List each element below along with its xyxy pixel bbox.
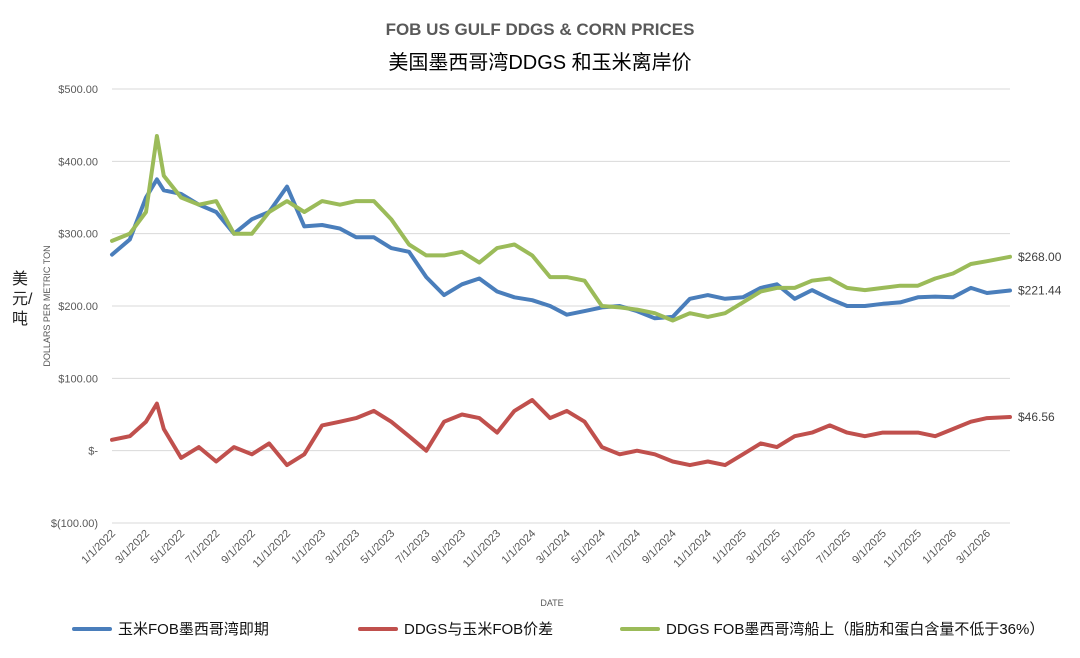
legend-label: DDGS FOB墨西哥湾船上（脂肪和蛋白含量不低于36%）: [666, 621, 1045, 638]
x-tick-label: 1/1/2025: [710, 528, 749, 567]
x-tick-label: 7/1/2024: [604, 528, 643, 567]
end-value-label: $268.00: [1018, 250, 1062, 264]
x-tick-label: 3/1/2023: [323, 528, 362, 567]
chart-title: FOB US GULF DDGS & CORN PRICES: [385, 20, 695, 39]
x-tick-label: 7/1/2022: [184, 528, 223, 567]
x-tick-label: 3/1/2022: [113, 528, 152, 567]
x-tick-label: 5/1/2024: [569, 528, 608, 567]
end-value-label: $221.44: [1018, 283, 1062, 297]
x-tick-label: 1/1/2026: [920, 528, 959, 567]
x-tick-label: 3/1/2026: [954, 528, 993, 567]
y-tick-label: $300.00: [58, 229, 98, 241]
end-value-label: $46.56: [1018, 410, 1055, 424]
x-tick-label: 1/1/2023: [289, 528, 328, 567]
legend-label: 玉米FOB墨西哥湾即期: [118, 621, 269, 638]
legend-item-spread: DDGS与玉米FOB价差: [358, 618, 553, 639]
legend-swatch: [620, 626, 660, 631]
series-line-1: [110, 398, 1012, 468]
legend-swatch: [72, 626, 112, 631]
x-tick-label: 7/1/2025: [814, 528, 853, 567]
y-tick-label: $(100.00): [51, 518, 98, 530]
legend-label: DDGS与玉米FOB价差: [404, 621, 554, 638]
x-tick-label: 1/1/2024: [500, 528, 539, 567]
legend-item-corn: 玉米FOB墨西哥湾即期: [72, 618, 269, 639]
x-tick-label: 7/1/2023: [394, 528, 433, 567]
x-tick-label: 3/1/2025: [744, 528, 783, 567]
y-tick-label: $-: [88, 446, 98, 458]
chart-subtitle: 美国墨西哥湾DDGS 和玉米离岸价: [388, 52, 692, 74]
x-tick-label: 11/1/2022: [251, 528, 294, 571]
x-tick-label: 5/1/2025: [779, 528, 818, 567]
x-tick-label: 5/1/2023: [359, 528, 398, 567]
y-tick-label: $400.00: [58, 156, 98, 168]
legend-item-ddgs: DDGS FOB墨西哥湾船上（脂肪和蛋白含量不低于36%）: [620, 618, 1044, 639]
x-tick-label: 11/1/2025: [882, 528, 925, 571]
y-tick-label: $100.00: [58, 373, 98, 385]
y-tick-label: $500.00: [58, 84, 98, 96]
x-tick-label: 3/1/2024: [534, 528, 573, 567]
x-axis-label: DATE: [540, 598, 563, 608]
x-tick-label: 11/1/2024: [671, 528, 714, 571]
x-tick-label: 1/1/2022: [79, 528, 118, 567]
series-line-0: [110, 177, 1012, 321]
series-line-2: [110, 134, 1012, 323]
currency-unit-label: 美元/吨: [12, 271, 33, 328]
y-axis-label: DOLLARS PER METRIC TON: [42, 245, 52, 366]
y-tick-label: $200.00: [58, 301, 98, 313]
x-tick-label: 11/1/2023: [461, 528, 504, 571]
x-tick-label: 5/1/2022: [148, 528, 187, 567]
legend-swatch: [358, 626, 398, 631]
